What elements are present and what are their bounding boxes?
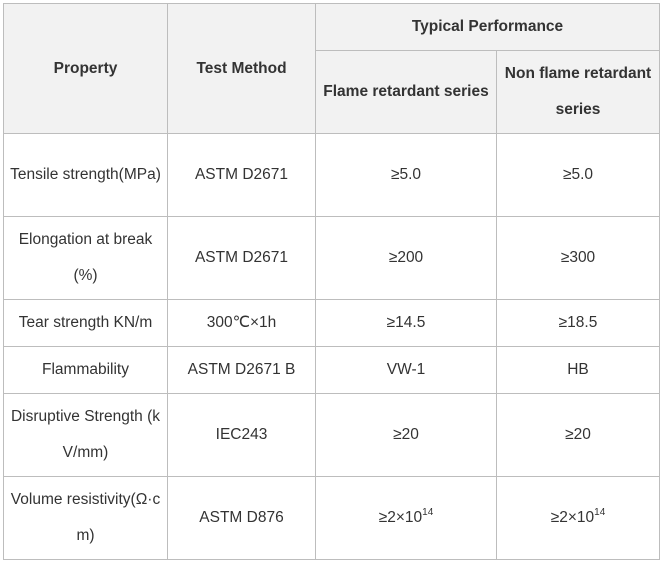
cell-property: Tensile strength(MPa)	[3, 133, 168, 217]
non-flame-exponent: 14	[594, 506, 606, 518]
cell-flame: ≥5.0	[315, 133, 497, 217]
cell-non-flame: ≥300	[496, 216, 660, 300]
flame-exponent: 14	[422, 506, 434, 518]
cell-method: ASTM D2671	[167, 133, 316, 217]
cell-method: ASTM D876	[167, 476, 316, 560]
cell-non-flame: ≥5.0	[496, 133, 660, 217]
table-row: Elongation at break (%) ASTM D2671 ≥200 …	[3, 216, 660, 300]
cell-method: IEC243	[167, 393, 316, 477]
table-row: Tear strength KN/m 300℃×1h ≥14.5 ≥18.5	[3, 299, 660, 347]
table-row: Disruptive Strength (kV/mm) IEC243 ≥20 ≥…	[3, 393, 660, 477]
cell-flame: ≥20	[315, 393, 497, 477]
header-flame-retardant: Flame retardant series	[315, 50, 497, 134]
cell-non-flame: HB	[496, 346, 660, 394]
table-row: Flammability ASTM D2671 B VW-1 HB	[3, 346, 660, 394]
cell-method: ASTM D2671	[167, 216, 316, 300]
cell-property: Tear strength KN/m	[3, 299, 168, 347]
cell-flame: ≥200	[315, 216, 497, 300]
cell-method: 300℃×1h	[167, 299, 316, 347]
cell-property: Volume resistivity(Ω·cm)	[3, 476, 168, 560]
cell-property: Elongation at break (%)	[3, 216, 168, 300]
cell-non-flame: ≥18.5	[496, 299, 660, 347]
non-flame-base: ≥2×10	[550, 509, 595, 526]
cell-flame: ≥2×1014	[315, 476, 497, 560]
cell-method: ASTM D2671 B	[167, 346, 316, 394]
header-non-flame-retardant: Non flame retardant series	[496, 50, 660, 134]
header-test-method: Test Method	[167, 3, 316, 134]
cell-property: Disruptive Strength (kV/mm)	[3, 393, 168, 477]
header-row-sub: Flame retardant series Non flame retarda…	[4, 50, 660, 134]
cell-flame: ≥14.5	[315, 299, 497, 347]
header-property: Property	[3, 3, 168, 134]
header-row-top: Property Test Method Typical Performance	[3, 3, 660, 134]
cell-non-flame: ≥2×1014	[496, 476, 660, 560]
flame-base: ≥2×10	[378, 509, 423, 526]
table-row: Volume resistivity(Ω·cm) ASTM D876 ≥2×10…	[3, 476, 660, 560]
properties-table: Property Test Method Typical Performance…	[3, 3, 660, 560]
cell-non-flame: ≥20	[496, 393, 660, 477]
table-row: Tensile strength(MPa) ASTM D2671 ≥5.0 ≥5…	[3, 133, 660, 217]
cell-property: Flammability	[3, 346, 168, 394]
header-typical-performance: Typical Performance	[315, 3, 660, 51]
cell-flame: VW-1	[315, 346, 497, 394]
